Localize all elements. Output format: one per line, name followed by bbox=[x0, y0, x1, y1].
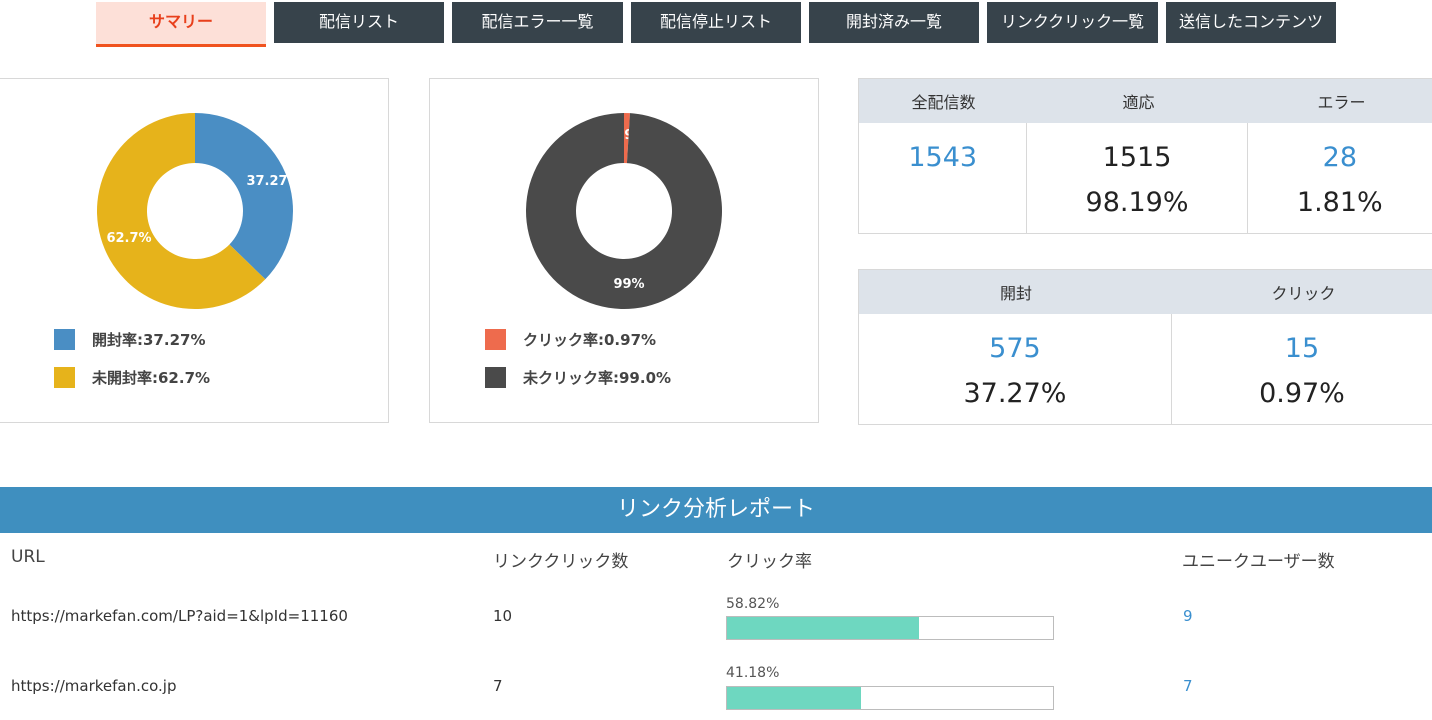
engagement-stats-header: 開封 クリック bbox=[859, 270, 1432, 314]
legend-label-unclicked: 未クリック率:99.0% bbox=[523, 369, 672, 387]
open-donut-slice-0 bbox=[195, 113, 293, 280]
error-rate: 1.81% bbox=[1296, 187, 1383, 218]
error-cell: 28 1.81% bbox=[1248, 123, 1432, 233]
tab-delivery-errors[interactable]: 配信エラー一覧 bbox=[452, 2, 623, 43]
click-donut-slice-label-1: 99% bbox=[613, 277, 644, 292]
legend-label-opened: 開封率:37.27% bbox=[92, 331, 206, 349]
header-total: 全配信数 bbox=[911, 93, 976, 112]
header-error: エラー bbox=[1317, 93, 1366, 112]
row-rate-bar-fill bbox=[727, 617, 919, 639]
open-donut-slice-label-0: 37.27 bbox=[246, 174, 287, 189]
row-unique-users[interactable]: 9 bbox=[1183, 607, 1193, 625]
tab-delivery-list[interactable]: 配信リスト bbox=[274, 2, 444, 43]
click-cell: 15 0.97% bbox=[1172, 314, 1432, 424]
click-donut-slice-0 bbox=[624, 113, 630, 164]
legend-swatch-unopened bbox=[54, 367, 75, 388]
row-rate-bar bbox=[726, 686, 1054, 710]
column-header-link-clicks: リンククリック数 bbox=[493, 552, 629, 572]
legend-swatch-opened bbox=[54, 329, 75, 350]
tab-opened-list[interactable]: 開封済み一覧 bbox=[809, 2, 979, 43]
tab-unsubscribe-list[interactable]: 配信停止リスト bbox=[631, 2, 801, 43]
legend-clicked: クリック率:0.97% bbox=[485, 329, 656, 350]
click-count[interactable]: 15 bbox=[1284, 333, 1320, 364]
header-open: 開封 bbox=[999, 284, 1032, 303]
delivery-stats-header: 全配信数 適応 エラー bbox=[859, 79, 1432, 123]
engagement-stats-table: 開封 クリック 575 37.27% 15 0.97% bbox=[858, 269, 1432, 425]
row-rate-label: 41.18% bbox=[726, 665, 780, 681]
row-url: https://markefan.com/LP?aid=1&lpId=11160 bbox=[11, 607, 348, 625]
header-click: クリック bbox=[1271, 284, 1336, 303]
legend-unopened: 未開封率:62.7% bbox=[54, 367, 210, 388]
click-rate-chart-panel: 0.97%99% クリック率:0.97% 未クリック率:99.0% bbox=[429, 78, 819, 423]
open-rate-chart-panel: 37.27 62.7% 開封率:37.27% 未開封率:62.7% bbox=[0, 78, 389, 423]
tab-summary[interactable]: サマリー bbox=[96, 2, 266, 47]
total-cell: 1543 bbox=[859, 123, 1028, 233]
column-header-url: URL bbox=[11, 547, 45, 567]
legend-swatch-clicked bbox=[485, 329, 506, 350]
row-url: https://markefan.co.jp bbox=[11, 677, 177, 695]
open-donut-slice-1 bbox=[96, 113, 266, 309]
open-rate-donut: 37.27 62.7% bbox=[96, 113, 293, 309]
row-rate-bar-fill bbox=[727, 687, 862, 709]
success-count: 1515 bbox=[1102, 142, 1172, 173]
row-unique-users[interactable]: 7 bbox=[1183, 677, 1193, 695]
legend-label-unopened: 未開封率:62.7% bbox=[92, 369, 211, 387]
open-donut-slice-label-1: 62.7% bbox=[106, 231, 151, 246]
tab-link-clicks[interactable]: リンククリック一覧 bbox=[987, 2, 1158, 43]
row-rate-bar bbox=[726, 616, 1054, 640]
column-header-click-rate: クリック率 bbox=[727, 552, 812, 572]
open-count[interactable]: 575 bbox=[989, 333, 1041, 364]
click-donut-slice-1 bbox=[525, 113, 722, 309]
legend-swatch-unclicked bbox=[485, 367, 506, 388]
open-cell: 575 37.27% bbox=[859, 314, 1172, 424]
row-clicks: 10 bbox=[493, 607, 513, 625]
link-report-title: リンク分析レポート bbox=[0, 487, 1432, 533]
click-rate-donut: 0.97%99% bbox=[525, 113, 722, 309]
column-header-unique-users: ユニークユーザー数 bbox=[1182, 552, 1335, 572]
success-rate: 98.19% bbox=[1085, 187, 1189, 218]
open-rate: 37.27% bbox=[963, 378, 1067, 409]
delivery-stats-table: 全配信数 適応 エラー 1543 1515 98.19% 28 1.81% bbox=[858, 78, 1432, 234]
error-count[interactable]: 28 bbox=[1322, 142, 1357, 173]
header-success: 適応 bbox=[1122, 93, 1155, 112]
legend-opened: 開封率:37.27% bbox=[54, 329, 205, 350]
tab-sent-content[interactable]: 送信したコンテンツ bbox=[1166, 2, 1336, 43]
legend-label-clicked: クリック率:0.97% bbox=[523, 331, 657, 349]
success-cell: 1515 98.19% bbox=[1027, 123, 1248, 233]
total-count[interactable]: 1543 bbox=[908, 142, 978, 173]
row-rate-label: 58.82% bbox=[726, 596, 780, 612]
click-rate: 0.97% bbox=[1259, 378, 1345, 409]
row-clicks: 7 bbox=[493, 677, 503, 695]
legend-unclicked: 未クリック率:99.0% bbox=[485, 367, 671, 388]
